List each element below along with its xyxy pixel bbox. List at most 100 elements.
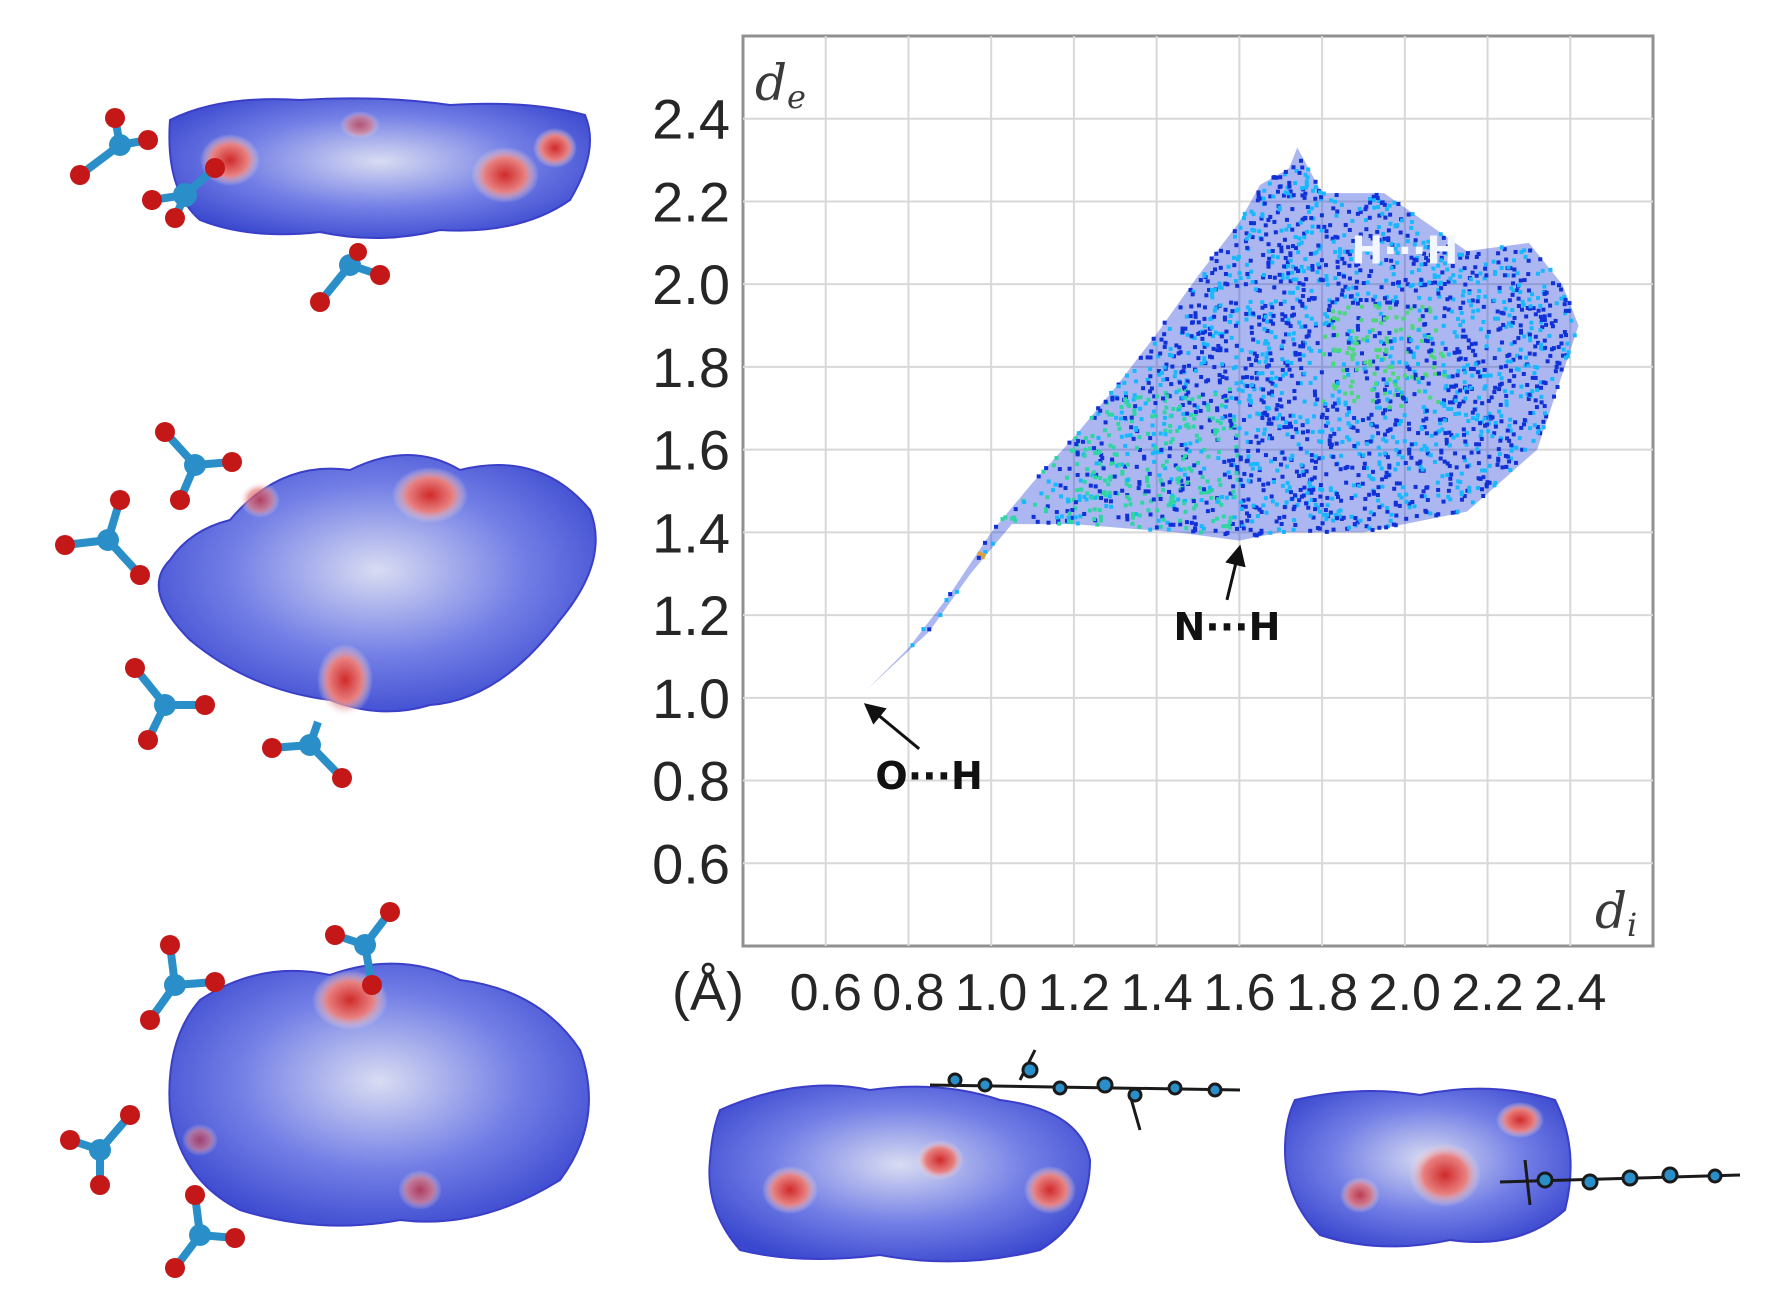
data-point — [1065, 509, 1070, 514]
data-point — [1393, 383, 1398, 388]
data-point — [1124, 433, 1129, 438]
data-point — [1273, 230, 1278, 235]
data-point — [1162, 365, 1167, 370]
data-point — [1282, 514, 1287, 519]
data-point — [1492, 356, 1497, 361]
data-point — [1216, 456, 1221, 461]
data-point — [1324, 517, 1329, 522]
data-point — [1419, 262, 1424, 267]
data-point — [1245, 271, 1250, 276]
data-point — [1385, 455, 1390, 460]
data-point — [1283, 420, 1288, 425]
data-point — [1151, 443, 1156, 448]
nitrate-anion-icon — [155, 422, 242, 510]
cation-stick-model-icon — [929, 1049, 1241, 1131]
data-point — [1269, 358, 1274, 363]
data-point — [1325, 408, 1330, 413]
data-point — [1453, 412, 1458, 417]
data-point — [1089, 415, 1094, 420]
data-point — [1202, 316, 1207, 321]
data-point — [1376, 431, 1381, 436]
data-point — [1285, 480, 1290, 485]
data-point — [1231, 458, 1236, 463]
data-point — [1100, 456, 1105, 461]
data-point — [1322, 512, 1327, 517]
data-point — [1310, 267, 1315, 272]
data-point — [994, 524, 999, 529]
data-point — [1417, 308, 1422, 313]
data-point — [1248, 462, 1253, 467]
data-point — [1351, 425, 1356, 430]
data-point — [1266, 217, 1271, 222]
data-point — [1384, 339, 1389, 344]
data-point — [1339, 453, 1344, 458]
data-point — [1331, 239, 1336, 244]
data-point — [1413, 372, 1418, 377]
data-point — [1266, 421, 1271, 426]
data-point — [1475, 447, 1480, 452]
data-point — [1407, 427, 1412, 432]
data-point — [1519, 384, 1524, 389]
data-point — [1363, 496, 1368, 501]
data-point — [1125, 494, 1130, 499]
data-point — [1297, 281, 1302, 286]
hirshfeld-surface-4 — [708, 1049, 1241, 1263]
data-point — [1298, 446, 1303, 451]
data-point — [1374, 400, 1379, 405]
data-point — [1275, 416, 1280, 421]
data-point — [1227, 319, 1232, 324]
data-point — [1404, 516, 1409, 521]
data-point — [1261, 317, 1266, 322]
data-point — [1376, 205, 1381, 210]
data-point — [1285, 191, 1290, 196]
data-point — [1125, 462, 1130, 467]
data-point — [1168, 429, 1173, 434]
data-point — [1248, 527, 1253, 532]
data-point — [1423, 508, 1428, 513]
data-point — [1282, 237, 1287, 242]
data-point — [1354, 285, 1359, 290]
data-point — [1406, 212, 1411, 217]
data-point — [1191, 424, 1196, 429]
data-point — [1293, 181, 1298, 186]
data-point — [1148, 436, 1153, 441]
data-point — [1371, 359, 1376, 364]
data-point — [1275, 403, 1280, 408]
data-point — [1374, 318, 1379, 323]
data-point — [1130, 521, 1135, 526]
data-point — [1367, 329, 1372, 334]
data-point — [1255, 448, 1260, 453]
data-point — [1056, 518, 1061, 523]
data-point — [1266, 481, 1271, 486]
data-point — [1247, 513, 1252, 518]
data-point — [1247, 393, 1252, 398]
data-point — [1292, 388, 1297, 393]
data-point — [1111, 445, 1116, 450]
data-point — [1430, 341, 1435, 346]
data-point — [1363, 248, 1368, 253]
data-point — [1092, 470, 1097, 475]
data-point — [1127, 484, 1132, 489]
data-point — [1371, 512, 1376, 517]
data-point — [1262, 326, 1267, 331]
data-point — [1183, 509, 1188, 514]
data-point — [1313, 393, 1318, 398]
data-point — [1359, 351, 1364, 356]
data-point — [1215, 499, 1220, 504]
data-point — [1343, 391, 1348, 396]
data-point — [1381, 437, 1386, 442]
data-point — [1393, 246, 1398, 251]
data-point — [1373, 255, 1378, 260]
data-point — [1330, 496, 1335, 501]
data-point — [1280, 373, 1285, 378]
data-point — [1313, 454, 1318, 459]
data-point — [1102, 490, 1107, 495]
data-point — [1238, 500, 1243, 505]
data-point — [1347, 209, 1352, 214]
data-point — [1420, 305, 1425, 310]
x-tick-label: 1.4 — [1120, 964, 1192, 1022]
data-point — [1228, 426, 1233, 431]
data-point — [1313, 402, 1318, 407]
data-point — [1327, 303, 1332, 308]
data-point — [1074, 442, 1079, 447]
